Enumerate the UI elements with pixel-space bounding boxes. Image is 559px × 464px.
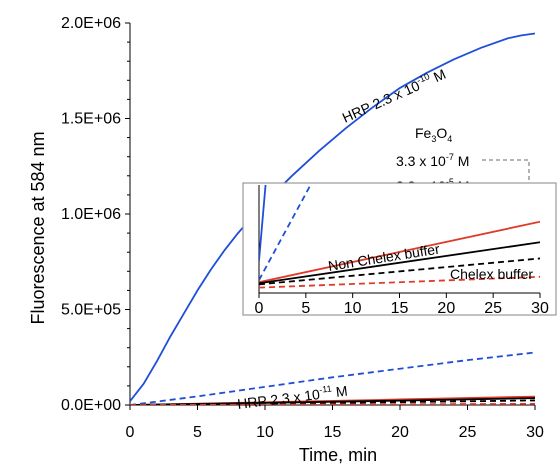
inset-x-tick-label: 10 bbox=[344, 300, 362, 317]
main-y-tick-label: 1.5E+06 bbox=[61, 111, 121, 128]
inset-series-line-2 bbox=[259, 220, 540, 284]
inset-x-tick-label: 20 bbox=[437, 300, 455, 317]
main-x-tick-label: 0 bbox=[126, 424, 135, 441]
main-series-line-3 bbox=[130, 397, 535, 405]
svg-text:HRP 2.3 x 10-10 M: HRP 2.3 x 10-10 M bbox=[339, 65, 448, 126]
inset-series-line-5 bbox=[259, 275, 540, 289]
annotation-fe-title: Fe3O4 bbox=[415, 125, 452, 144]
annotation-hrp-low: HRP 2.3 x 10-11 M bbox=[236, 382, 348, 412]
inset-series-line-4 bbox=[259, 257, 540, 286]
inset-axes: 0 5 10 15 20 25 30 bbox=[255, 185, 549, 317]
inset-series-line-3 bbox=[259, 241, 540, 285]
annotation-hrp-low-tail: M bbox=[331, 383, 348, 401]
main-axes: 0 5 10 15 20 25 30 0.0E+00 5.0E+05 1.0E+06 1.5E+06… bbox=[61, 15, 544, 441]
inset-series-group bbox=[259, 185, 540, 289]
main-series-line-1 bbox=[130, 351, 535, 405]
svg-text:HRP 2.3 x 10-11 M: HRP 2.3 x 10-11 M bbox=[236, 382, 348, 412]
main-x-tick-label: 15 bbox=[324, 424, 342, 441]
inset-series-line-1 bbox=[259, 185, 312, 281]
main-x-tick-label: 5 bbox=[193, 424, 202, 441]
annotation-hrp-low-sup: -11 bbox=[319, 383, 332, 394]
annotation-hrp-high: HRP 2.3 x 10-10 M bbox=[339, 65, 448, 126]
x-axis-title: Time, min bbox=[299, 445, 377, 464]
inset-x-tick-label: 15 bbox=[391, 300, 409, 317]
inset-x-tick-label: 30 bbox=[531, 300, 549, 317]
main-x-tick-label: 30 bbox=[526, 424, 544, 441]
main-y-tick-label: 5.0E+05 bbox=[61, 302, 121, 319]
inset-x-tick-label: 5 bbox=[301, 300, 310, 317]
annotation-chelex: Chelex buffer bbox=[450, 266, 533, 282]
main-x-tick-label: 20 bbox=[391, 424, 409, 441]
inset-x-tick-label: 25 bbox=[484, 300, 502, 317]
annotation-hrp-high-sup: -10 bbox=[415, 71, 431, 85]
main-series-line-5 bbox=[130, 402, 535, 405]
main-y-tick-label: 0.0E+00 bbox=[61, 397, 121, 414]
main-x-tick-label: 25 bbox=[459, 424, 477, 441]
main-y-tick-label: 2.0E+06 bbox=[61, 15, 121, 32]
main-x-tick-label: 10 bbox=[256, 424, 274, 441]
inset-x-tick-label: 0 bbox=[255, 300, 264, 317]
annotation-fe-high: 3.3 x 10-7 M bbox=[396, 152, 469, 169]
inset-series-line-0 bbox=[259, 185, 267, 261]
y-axis-title: Fluorescence at 584 nm bbox=[28, 131, 48, 324]
main-y-tick-label: 1.0E+06 bbox=[61, 206, 121, 223]
main-series-line-4 bbox=[130, 399, 535, 405]
annotation-hrp-high-tail: M bbox=[427, 66, 448, 87]
annotation-hrp-high-text: HRP 2.3 x 10 bbox=[340, 77, 423, 125]
